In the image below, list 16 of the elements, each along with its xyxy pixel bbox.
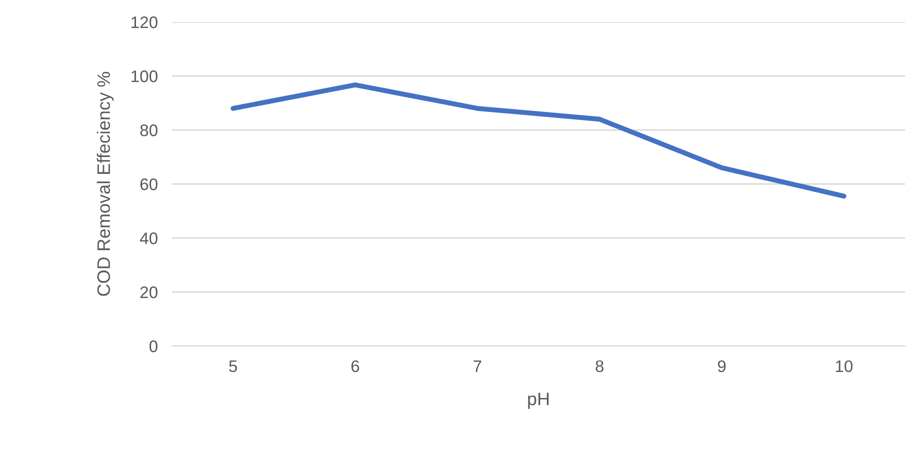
y-axis-title: COD Removal Effeciency % [96,72,114,296]
y-tick-label: 60 [140,178,158,190]
y-tick-label: 100 [132,70,158,82]
x-tick-label: 7 [474,360,482,372]
x-tick-label: 6 [351,360,360,372]
y-tick-label: 0 [149,340,158,352]
x-tick-label: 9 [718,360,726,372]
y-tick-label: 120 [132,16,158,28]
x-tick-label: 10 [836,360,853,372]
x-tick-label: 8 [596,360,604,372]
x-tick-label: 5 [229,360,238,372]
x-axis-title: pH [528,392,549,409]
line-series [230,82,846,199]
y-tick-label: 40 [140,232,158,244]
y-tick-label: 80 [140,124,158,136]
y-tick-label: 20 [140,286,158,298]
